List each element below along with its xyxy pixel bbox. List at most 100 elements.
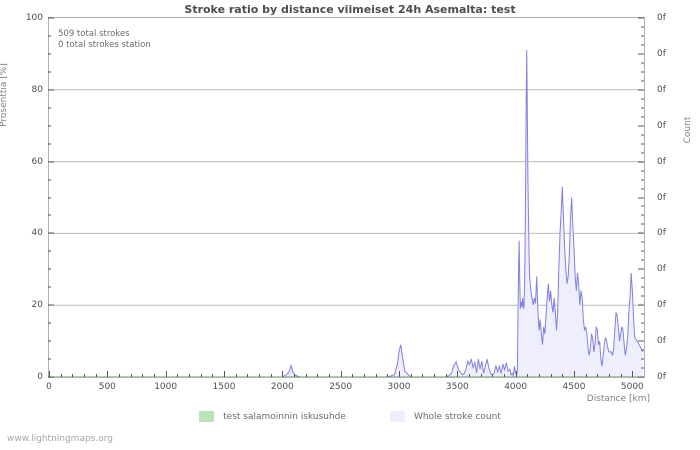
x-tick-label: 5000 bbox=[620, 382, 644, 392]
y-tick-label-right: 0f bbox=[657, 228, 666, 239]
legend-label-count: Whole stroke count bbox=[413, 411, 501, 422]
x-tick-label: 2000 bbox=[270, 382, 294, 392]
y-tick-label-left: 80 bbox=[31, 84, 43, 95]
y-tick-label-right: 0f bbox=[657, 264, 666, 275]
y-tick-minor-left bbox=[48, 322, 51, 324]
y-tick-minor-left bbox=[48, 268, 51, 270]
x-tick-major bbox=[399, 371, 400, 377]
x-axis-label: Distance [km] bbox=[586, 394, 650, 404]
x-tick-minor bbox=[609, 374, 610, 377]
x-tick-minor bbox=[72, 374, 74, 377]
y-tick-major-right bbox=[638, 376, 644, 378]
y-tick-label-right: 0f bbox=[657, 156, 666, 167]
x-tick-minor bbox=[585, 374, 587, 377]
chart-title: Stroke ratio by distance viimeiset 24h A… bbox=[184, 3, 516, 16]
y-tick-major-right bbox=[638, 125, 644, 127]
x-tick-minor bbox=[422, 374, 424, 377]
x-tick-label: 3500 bbox=[445, 382, 469, 392]
y-tick-minor-right bbox=[641, 107, 644, 109]
y-tick-label-left: 100 bbox=[25, 13, 43, 23]
y-tick-minor-right bbox=[641, 241, 644, 243]
y-tick-minor-right bbox=[641, 71, 644, 73]
x-tick-minor bbox=[189, 374, 190, 377]
y-tick-minor-right bbox=[641, 143, 644, 145]
y-tick-major-right bbox=[638, 89, 644, 91]
y-tick-minor-right bbox=[641, 259, 644, 261]
y-tick-minor-right bbox=[641, 277, 644, 279]
y-tick-minor-right bbox=[641, 80, 644, 82]
y-tick-major-left bbox=[48, 376, 54, 378]
x-tick-minor bbox=[259, 374, 260, 377]
x-tick-minor bbox=[387, 374, 389, 377]
x-tick-minor bbox=[480, 374, 482, 377]
annotation-block: 509 total strokes 0 total strokes statio… bbox=[58, 29, 151, 51]
y-tick-minor-left bbox=[48, 143, 51, 145]
y-tick-minor-right bbox=[641, 188, 644, 190]
y-tick-minor-right bbox=[641, 152, 644, 154]
y-tick-minor-left bbox=[48, 107, 51, 109]
y-tick-minor-right bbox=[641, 214, 644, 216]
y-tick-major-right bbox=[638, 197, 644, 198]
x-tick-minor bbox=[247, 374, 249, 377]
legend-swatch-ratio bbox=[199, 411, 215, 422]
x-tick-major bbox=[224, 371, 225, 377]
y-tick-major-right bbox=[638, 268, 644, 270]
y-tick-label-right: 0f bbox=[657, 120, 666, 131]
annotation-total-strokes: 509 total strokes bbox=[58, 29, 130, 39]
x-tick-minor bbox=[200, 374, 202, 377]
x-tick-major bbox=[282, 371, 284, 377]
x-tick-label: 4000 bbox=[504, 382, 528, 392]
x-tick-major bbox=[632, 371, 634, 377]
x-tick-major bbox=[457, 371, 459, 377]
y-tick-major-left bbox=[48, 161, 54, 163]
y-tick-label-right: 0f bbox=[657, 336, 666, 347]
legend-item-count: Whole stroke count bbox=[389, 411, 501, 422]
x-tick-minor bbox=[270, 374, 272, 377]
x-tick-minor bbox=[212, 374, 214, 377]
y-tick-label-left: 60 bbox=[31, 156, 43, 167]
legend-swatch-count bbox=[389, 411, 405, 422]
y-tick-minor-right bbox=[641, 313, 644, 315]
y-tick-label-right: 0f bbox=[657, 48, 666, 59]
x-tick-minor bbox=[445, 374, 447, 377]
y-tick-major-right bbox=[638, 340, 644, 342]
x-tick-minor bbox=[235, 374, 237, 377]
y-tick-label-left: 0 bbox=[37, 372, 43, 382]
chart-legend: test salamoinnin iskusuhde Whole stroke … bbox=[0, 411, 700, 422]
x-tick-label: 3000 bbox=[387, 382, 411, 392]
y-tick-major-left bbox=[48, 89, 54, 91]
y-tick-major-right bbox=[638, 53, 644, 55]
x-tick-label: 4500 bbox=[562, 382, 586, 392]
x-tick-major bbox=[574, 371, 575, 377]
y-tick-label-right: 0f bbox=[657, 372, 666, 382]
y-tick-minor-left bbox=[48, 286, 51, 288]
x-tick-label: 0 bbox=[46, 382, 52, 392]
y-tick-label-right: 0f bbox=[657, 13, 666, 23]
x-tick-label: 1000 bbox=[154, 382, 178, 392]
y-tick-major-left bbox=[48, 304, 54, 306]
y-tick-minor-right bbox=[641, 44, 644, 46]
y-tick-minor-right bbox=[641, 286, 644, 288]
y-tick-major-right bbox=[638, 232, 644, 234]
y-tick-minor-right bbox=[641, 349, 644, 351]
x-tick-minor bbox=[410, 374, 412, 377]
y-tick-label-right: 0f bbox=[657, 300, 666, 311]
y-tick-label-right: 0f bbox=[657, 192, 666, 203]
annotation-total-strokes-station: 0 total strokes station bbox=[58, 40, 151, 50]
y-tick-minor-right bbox=[641, 134, 644, 136]
y-tick-minor-left bbox=[48, 197, 51, 198]
x-tick-minor bbox=[492, 374, 494, 377]
x-tick-major bbox=[107, 371, 109, 377]
x-tick-minor bbox=[130, 374, 132, 377]
x-tick-minor bbox=[364, 374, 365, 377]
x-tick-major bbox=[165, 371, 167, 377]
x-tick-minor bbox=[527, 374, 529, 377]
y-axis-label-right: Count bbox=[683, 116, 693, 144]
y-tick-minor-right bbox=[641, 170, 644, 172]
y-tick-minor-left bbox=[48, 179, 51, 181]
legend-item-ratio: test salamoinnin iskusuhde bbox=[199, 411, 346, 422]
x-tick-minor bbox=[317, 374, 319, 377]
y-tick-minor-left bbox=[48, 214, 51, 216]
y-tick-major-right bbox=[638, 304, 644, 306]
